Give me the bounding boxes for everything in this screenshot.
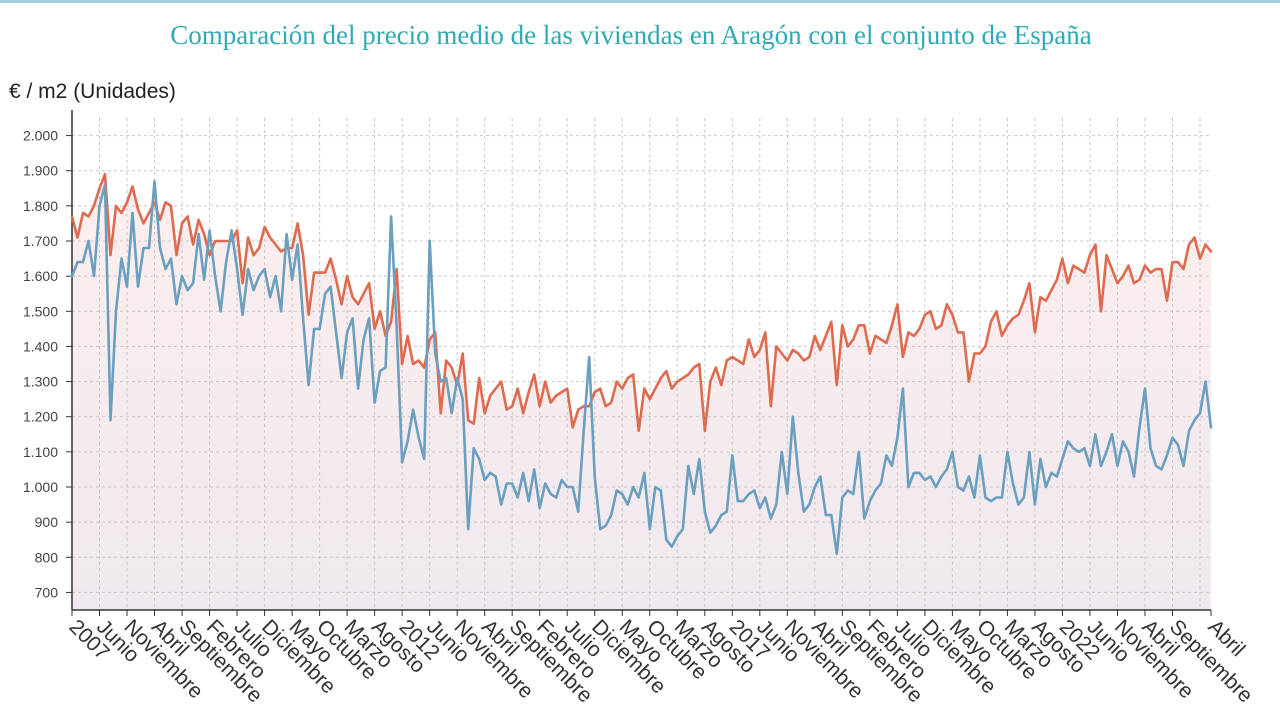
y-tick-label: 1.400 — [23, 338, 58, 354]
x-tick-labels: 2007JunioNoviembreAbrilSeptiembreFebrero… — [64, 615, 1257, 707]
grid-layer — [71, 118, 1211, 610]
y-tick-label: 800 — [35, 549, 59, 565]
series-line-espana — [70, 172, 1213, 433]
y-tick-labels: 700 800 900 1.000 1.100 1.200 1.300 1.400 1.500 1… — [23, 128, 58, 601]
y-axis-unit-label: € / m2 (Unidades) — [9, 80, 176, 103]
series-layer — [70, 172, 1213, 556]
y-tick-label: 900 — [35, 514, 59, 530]
y-tick-label: 700 — [35, 584, 59, 600]
area-fill — [72, 174, 1211, 610]
y-tick-label: 1.300 — [23, 374, 58, 390]
y-tick-label: 1.200 — [23, 409, 58, 425]
y-tick-label: 1.000 — [23, 479, 58, 495]
y-tick-label: 1.900 — [23, 163, 58, 179]
series-line-aragon — [70, 180, 1213, 556]
y-tick-label: 1.600 — [23, 268, 58, 284]
y-tick-label: 1.800 — [23, 198, 58, 214]
y-tick-label: 1.700 — [23, 233, 58, 249]
axes-layer — [66, 110, 1212, 616]
top-accent-rule — [0, 0, 1280, 3]
y-tick-label: 1.100 — [23, 444, 58, 460]
area-fill-layer — [72, 174, 1211, 610]
y-tick-label: 2.000 — [23, 128, 58, 144]
y-tick-label: 1.500 — [23, 303, 58, 319]
chart-title: Comparación del precio medio de las vivi… — [170, 20, 1092, 50]
